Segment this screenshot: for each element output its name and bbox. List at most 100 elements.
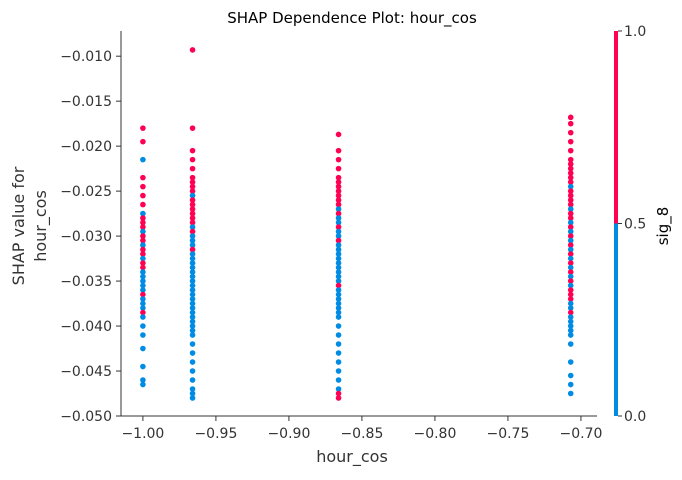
y-axis-label-line-1: SHAP value for: [9, 166, 28, 285]
scatter-point: [140, 296, 146, 302]
x-tick-label: −1.00: [121, 426, 164, 442]
scatter-point: [335, 197, 342, 203]
scatter-point: [140, 192, 146, 199]
scatter-point: [335, 368, 342, 374]
scatter-point: [567, 237, 574, 244]
scatter-point: [567, 233, 574, 239]
scatter-point: [567, 219, 574, 226]
x-tick-label: −0.70: [559, 426, 602, 442]
scatter-point: [189, 174, 196, 181]
scatter-point: [335, 233, 342, 239]
y-tick-label: −0.030: [60, 229, 112, 245]
scatter-point: [335, 350, 342, 356]
x-tick-label: −0.95: [194, 426, 237, 442]
scatter-point: [140, 323, 146, 329]
scatter-point: [189, 300, 196, 307]
scatter-point: [567, 372, 574, 379]
scatter-point: [140, 264, 146, 271]
scatter-point: [189, 233, 196, 239]
scatter-point: [140, 278, 146, 284]
scatter-point: [140, 273, 146, 280]
scatter-point: [189, 147, 196, 154]
scatter-point: [189, 192, 196, 199]
colorbar-tick-label: 0.0: [624, 409, 646, 425]
scatter-point: [140, 183, 146, 190]
scatter-point: [140, 228, 146, 235]
chart-title: SHAP Dependence Plot: hour_cos: [227, 9, 477, 28]
scatter-point: [335, 269, 342, 275]
scatter-point: [567, 278, 574, 284]
scatter-point: [335, 179, 342, 185]
x-axis-ticks: −1.00 −0.95 −0.90 −0.85 −0.80 −0.75 −0.70: [121, 416, 602, 442]
y-tick-label: −0.025: [60, 184, 112, 200]
scatter-point: [567, 201, 574, 208]
x-tick-label: −0.85: [340, 426, 383, 442]
scatter-point: [189, 224, 196, 230]
scatter-point: [567, 170, 574, 176]
scatter-point: [567, 260, 574, 266]
scatter-point: [140, 251, 146, 257]
scatter-point: [335, 219, 342, 226]
scatter-point: [567, 161, 574, 167]
scatter-point: [567, 179, 574, 185]
scatter-point: [140, 377, 146, 383]
scatter-point: [189, 368, 196, 374]
scatter-point: [189, 219, 196, 226]
scatter-point: [335, 395, 342, 401]
scatter-point: [567, 341, 574, 347]
scatter-point: [567, 264, 574, 271]
scatter-point: [335, 309, 342, 316]
scatter-point: [335, 341, 342, 347]
scatter-point: [140, 237, 146, 244]
scatter-point: [567, 296, 574, 302]
scatter-point: [335, 242, 342, 248]
y-tick-label: −0.050: [60, 409, 112, 425]
scatter-point: [189, 210, 196, 217]
scatter-point: [189, 327, 196, 334]
scatter-point: [189, 255, 196, 262]
scatter-point: [140, 260, 146, 266]
scatter-point: [189, 273, 196, 280]
scatter-point: [335, 201, 342, 208]
scatter-point: [189, 188, 196, 194]
scatter-point: [189, 246, 196, 253]
scatter-point: [567, 156, 574, 163]
scatter-point: [335, 165, 342, 172]
scatter-point: [567, 114, 574, 121]
scatter-point: [567, 147, 574, 154]
scatter-point: [335, 237, 342, 244]
scatter-point: [567, 273, 574, 280]
scatter-point: [140, 309, 146, 316]
scatter-point: [140, 314, 146, 320]
scatter-point: [140, 246, 146, 253]
scatter-point: [567, 197, 574, 203]
scatter-point: [189, 165, 196, 172]
y-tick-label: −0.035: [60, 274, 112, 290]
scatter-point: [567, 206, 574, 212]
scatter-point: [189, 359, 196, 365]
colorbar-ticks: 0.0 0.5 1.0: [618, 24, 646, 425]
scatter-point: [335, 174, 342, 181]
scatter-point: [140, 345, 146, 352]
scatter-point: [567, 314, 574, 320]
scatter-point: [140, 300, 146, 307]
scatter-point: [567, 327, 574, 334]
scatter-point: [335, 332, 342, 338]
scatter-point: [189, 377, 196, 383]
scatter-point: [189, 206, 196, 212]
scatter-point: [567, 300, 574, 307]
scatter-point: [140, 156, 146, 163]
scatter-point: [567, 291, 574, 298]
scatter-point: [189, 269, 196, 275]
scatter-point: [567, 305, 574, 311]
scatter-point: [567, 174, 574, 181]
scatter-point: [140, 305, 146, 311]
scatter-point: [189, 395, 196, 401]
scatter-point: [335, 386, 342, 392]
scatter-point: [567, 242, 574, 248]
colorbar-tick-label: 0.5: [624, 217, 646, 233]
scatter-point: [567, 183, 574, 190]
y-axis-label: SHAP value for hour_cos: [9, 166, 51, 285]
scatter-point: [189, 278, 196, 284]
